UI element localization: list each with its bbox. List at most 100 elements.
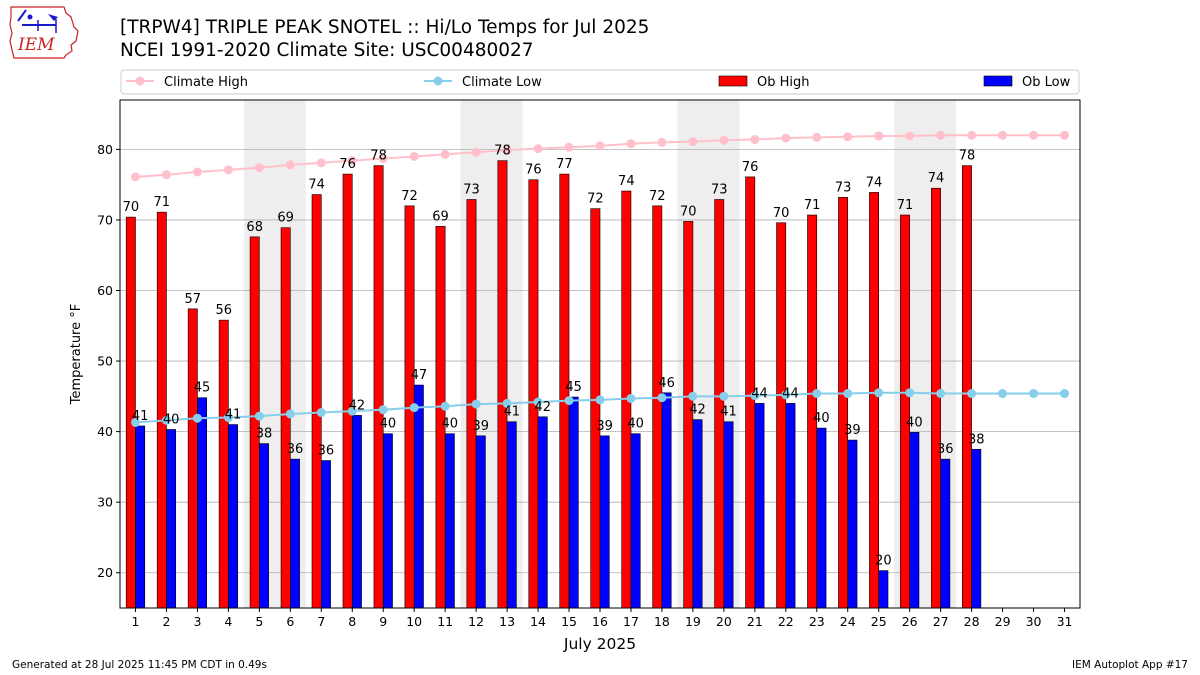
generated-timestamp: Generated at 28 Jul 2025 11:45 PM CDT in…	[12, 659, 267, 671]
ob-high-label: 76	[525, 163, 542, 178]
logo-text: IEM	[17, 35, 55, 55]
climate-high-point-day-11	[440, 149, 450, 159]
y-tick-label: 70	[97, 212, 113, 227]
ob-high-label: 70	[680, 204, 697, 219]
ob-low-label: 40	[813, 411, 830, 426]
climate-high-point-day-10	[409, 151, 419, 161]
x-tick-label: 1	[132, 614, 140, 629]
ob-high-bar-day-8	[342, 173, 353, 609]
x-tick-label: 21	[747, 614, 763, 629]
y-tick-label: 60	[97, 283, 113, 298]
climate-low-point-day-13	[502, 398, 512, 408]
legend-box	[120, 69, 1080, 95]
x-axis-label: July 2025	[563, 635, 636, 653]
ob-low-label: 40	[380, 417, 397, 432]
ob-high-label: 78	[370, 149, 387, 164]
y-axis-label: Temperature °F	[69, 304, 84, 405]
x-tick-label: 8	[348, 614, 356, 629]
x-tick-label: 18	[654, 614, 670, 629]
ob-high-label: 74	[308, 178, 325, 193]
ob-high-label: 76	[339, 157, 356, 172]
x-tick-label: 23	[809, 614, 825, 629]
climate-low-point-day-29	[998, 389, 1008, 399]
climate-high-point-day-29	[998, 130, 1008, 140]
ob-high-label: 74	[618, 174, 635, 189]
ob-low-bar-day-2	[166, 429, 177, 609]
y-tick-label: 30	[97, 495, 113, 510]
x-tick-label: 15	[561, 614, 577, 629]
climate-low-point-day-1	[130, 417, 140, 427]
ob-low-bar-day-15	[568, 396, 579, 609]
ob-high-label: 78	[494, 144, 511, 159]
bars	[125, 160, 982, 609]
ob-high-bar-day-4	[218, 319, 229, 609]
climate-high-point-day-14	[533, 144, 543, 154]
x-tick-label: 6	[286, 614, 294, 629]
climate-low-point-day-27	[936, 389, 946, 399]
climate-high-point-day-15	[564, 142, 574, 152]
legend-climate-low-label: Climate Low	[462, 75, 542, 90]
climate-high-point-day-16	[595, 141, 605, 151]
ob-high-bar-day-16	[590, 208, 601, 609]
x-tick-label: 28	[964, 614, 980, 629]
ob-high-label: 69	[432, 209, 449, 224]
ob-high-bar-day-24	[838, 197, 849, 609]
climate-low-point-day-11	[440, 401, 450, 411]
y-tick-label: 40	[97, 424, 113, 439]
x-tick-label: 19	[685, 614, 701, 629]
ob-high-label: 70	[123, 200, 140, 215]
climate-low-point-day-20	[719, 391, 729, 401]
ob-low-bar-day-8	[351, 415, 362, 609]
ob-low-label: 36	[318, 444, 335, 459]
legend-ob-low-label: Ob Low	[1022, 75, 1071, 90]
legend-ob-low-swatch	[983, 75, 1013, 87]
climate-low-point-day-30	[1029, 389, 1039, 399]
climate-high-point-day-31	[1060, 130, 1070, 140]
ob-high-bar-day-27	[931, 187, 941, 609]
climate-low-point-day-16	[595, 395, 605, 405]
ob-low-label: 40	[627, 417, 644, 432]
climate-low-point-day-7	[316, 408, 326, 418]
x-tick-label: 5	[255, 614, 263, 629]
x-tick-label: 16	[592, 614, 608, 629]
x-tick-label: 31	[1057, 614, 1073, 629]
legend-ob-high-swatch	[718, 75, 748, 87]
ob-low-bar-day-20	[723, 421, 734, 609]
climate-high-point-day-8	[347, 156, 357, 166]
climate-low-point-day-6	[285, 409, 295, 419]
ob-low-label: 38	[256, 427, 273, 442]
ob-low-bar-day-11	[444, 433, 455, 609]
ob-high-label: 72	[649, 189, 666, 204]
ob-high-label: 68	[246, 220, 263, 235]
ob-low-label: 42	[689, 403, 706, 418]
ob-low-bar-day-3	[197, 397, 208, 609]
legend-climate-high-label: Climate High	[164, 75, 248, 90]
ob-high-label: 73	[711, 182, 728, 197]
climate-low-point-day-3	[192, 413, 202, 423]
ob-high-bar-day-13	[497, 160, 508, 609]
ob-high-label: 78	[959, 149, 976, 164]
ob-low-label: 44	[782, 386, 799, 401]
ob-high-label: 72	[401, 189, 418, 204]
ob-low-label: 42	[349, 398, 366, 413]
ob-low-label: 40	[163, 412, 180, 427]
climate-high-point-day-23	[812, 132, 822, 142]
climate-high-point-day-6	[285, 160, 295, 170]
ob-low-label: 42	[534, 400, 551, 415]
ob-high-bar-day-28	[962, 165, 972, 609]
climate-low-point-day-9	[378, 405, 388, 415]
ob-high-bar-day-2	[156, 211, 167, 609]
x-tick-label: 9	[379, 614, 387, 629]
climate-low-point-day-23	[812, 389, 822, 399]
ob-low-bar-day-17	[630, 433, 641, 609]
ob-low-label: 45	[194, 381, 211, 396]
climate-low-point-day-19	[688, 391, 698, 401]
climate-high-point-day-5	[254, 163, 264, 173]
ob-low-bar-day-27	[940, 458, 951, 609]
ob-low-bar-day-12	[475, 435, 486, 609]
climate-high-point-day-17	[626, 139, 636, 149]
x-tick-label: 20	[716, 614, 732, 629]
x-tick-label: 14	[530, 614, 546, 629]
x-tick-label: 25	[871, 614, 887, 629]
